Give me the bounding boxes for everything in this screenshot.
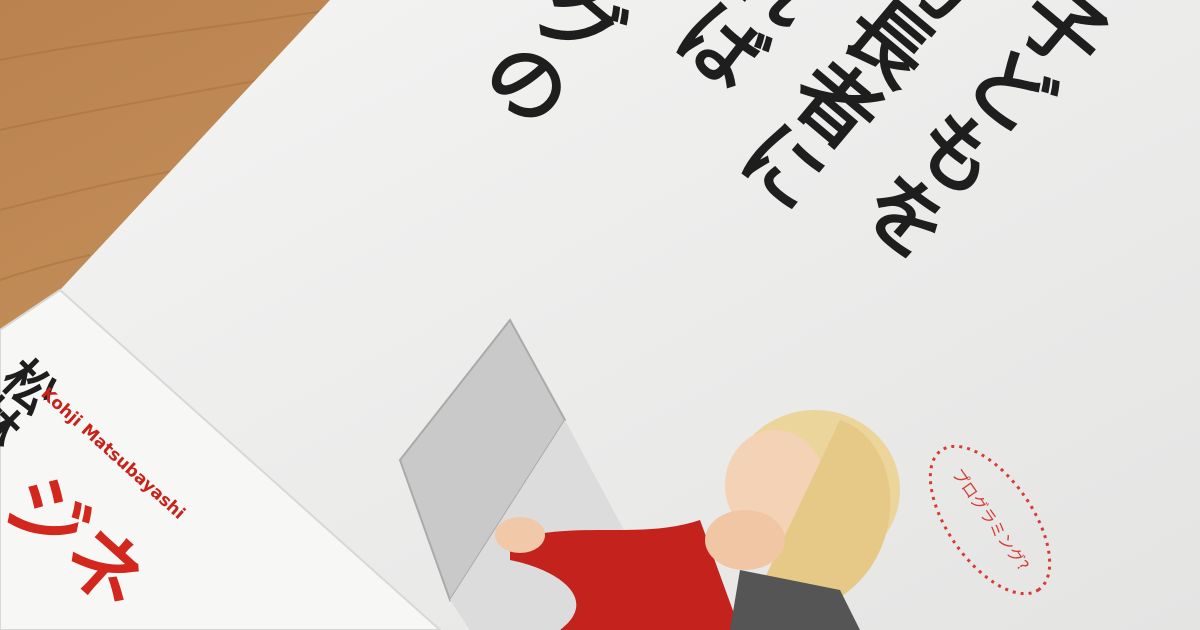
book-band [0, 288, 442, 630]
photo-illustration [398, 318, 900, 630]
book-cover [60, 0, 1200, 630]
wood-grain [0, 9, 1200, 611]
